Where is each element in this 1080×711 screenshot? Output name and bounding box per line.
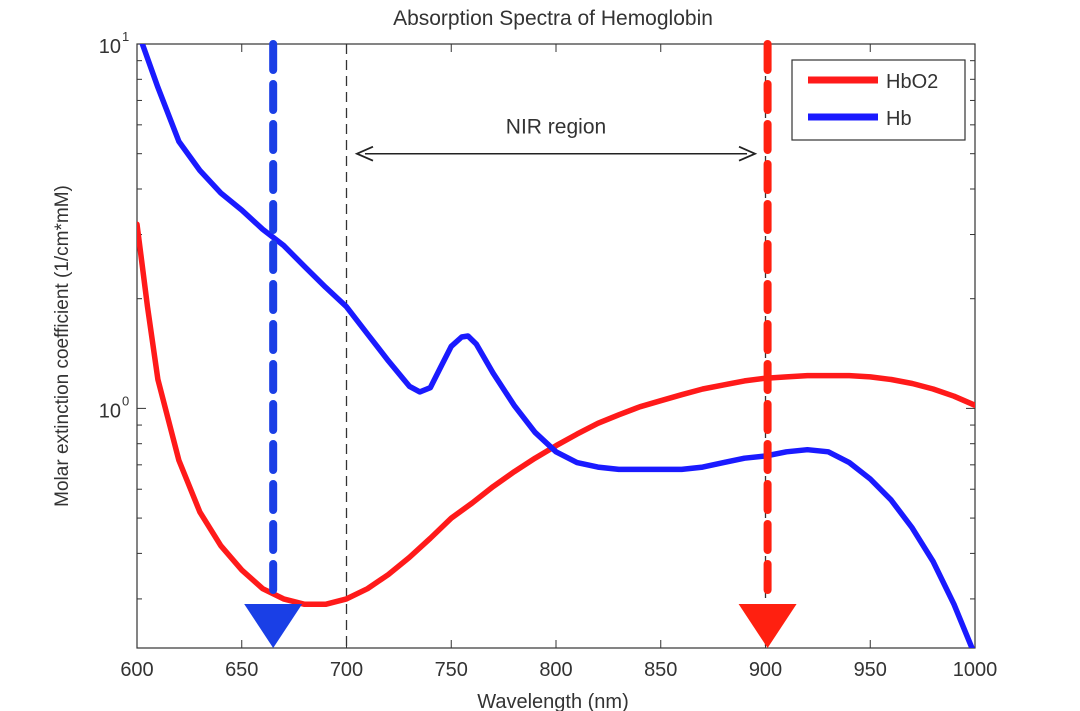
y-tick-label-exponent-1: 1 xyxy=(122,29,129,44)
x-axis-label: Wavelength (nm) xyxy=(477,691,629,711)
blue-arrow-head xyxy=(244,604,303,648)
series-line-hb xyxy=(139,44,975,648)
legend-box xyxy=(791,59,966,141)
legend-label-hbo2: HbO2 xyxy=(886,71,938,93)
legend: HbO2 Hb xyxy=(791,59,966,141)
nir-arrow-right-head xyxy=(738,145,758,162)
x-tick-label-850: 850 xyxy=(644,659,677,681)
x-tick-label-1000: 1000 xyxy=(953,659,998,681)
x-tick-label-700: 700 xyxy=(330,659,363,681)
x-tick-label-600: 600 xyxy=(120,659,153,681)
marker-arrows xyxy=(244,40,797,648)
legend-label-hb: Hb xyxy=(886,108,912,130)
x-tick-label-800: 800 xyxy=(539,659,572,681)
x-axis-ticks: 600 650 700 750 800 850 900 950 1000 xyxy=(120,44,997,681)
y-axis-label: Molar extinction coefficient (1/cm*mM) xyxy=(52,185,73,507)
x-tick-label-750: 750 xyxy=(435,659,468,681)
series-lines xyxy=(137,44,975,648)
x-tick-label-650: 650 xyxy=(225,659,258,681)
x-tick-label-950: 950 xyxy=(854,659,887,681)
y-tick-label-exponent-0: 0 xyxy=(122,393,129,408)
nir-region-label: NIR region xyxy=(506,116,606,139)
x-tick-label-900: 900 xyxy=(749,659,782,681)
red-arrow-head xyxy=(738,604,797,648)
y-tick-label-base-0: 10 xyxy=(99,400,121,422)
y-tick-label-base-1: 10 xyxy=(99,36,121,58)
chart-title: Absorption Spectra of Hemoglobin xyxy=(393,7,713,30)
series-line-hbo2 xyxy=(137,221,975,608)
nir-arrow-left-head xyxy=(354,145,374,162)
